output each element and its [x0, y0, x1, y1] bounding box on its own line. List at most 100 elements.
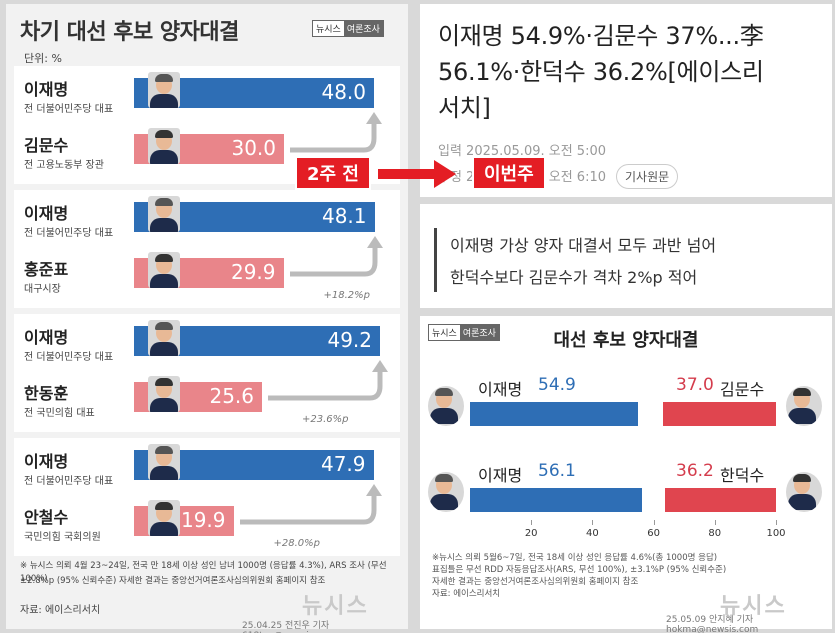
x-tick-label: 100 [766, 528, 786, 539]
right-candidate-a-name: 이재명 [478, 380, 523, 399]
gap-arrow-icon [268, 360, 388, 401]
right-candidate-b-photo-icon [786, 386, 822, 426]
left-chart-title: 차기 대선 후보 양자대결 [20, 20, 239, 45]
right-bar-candidate-b [665, 488, 776, 512]
candidate-a-title: 전 더불어민주당 대표 [24, 228, 114, 239]
x-tick-mark [531, 520, 533, 525]
matchup-group: 이재명 전 더불어민주당 대표 49.2 한동훈 전 국민의힘 대표 25.6 … [14, 314, 400, 432]
candidate-b-title: 국민의힘 국회의원 [24, 532, 101, 543]
right-candidate-b-name: 한덕수 [720, 466, 765, 485]
candidate-a-name: 이재명 [24, 452, 69, 471]
value-label-a: 47.9 [320, 452, 366, 476]
x-tick-mark [592, 520, 594, 525]
after-label: 이번주 [472, 156, 546, 190]
x-tick-label: 20 [524, 528, 538, 539]
x-tick-label: 80 [708, 528, 722, 539]
right-candidate-a-photo-icon [428, 472, 464, 512]
left-source: 자료: 에이스리서치 [20, 605, 101, 616]
gap-label: +28.0%p [273, 538, 321, 549]
candidate-a-name: 이재명 [24, 80, 69, 99]
candidate-b-name: 한동훈 [24, 384, 69, 403]
candidate-b-name: 안철수 [24, 508, 69, 527]
candidate-a-photo-icon [148, 196, 180, 232]
right-value-a: 56.1 [538, 461, 576, 481]
before-label: 2주 전 [295, 156, 371, 190]
candidate-a-title: 전 더불어민주당 대표 [24, 352, 114, 363]
candidate-b-name: 홍준표 [24, 260, 69, 279]
right-logo-text-b: 여론조사 [459, 325, 499, 340]
candidate-b-photo-icon [148, 376, 180, 412]
right-bar-candidate-b [662, 402, 776, 426]
candidate-a-photo-icon [148, 444, 180, 480]
candidate-a-name: 이재명 [24, 204, 69, 223]
article-header: 이재명 54.9%·김문수 37%...李 56.1%·한덕수 36.2%[에이… [420, 4, 832, 197]
newsis-poll-logo: 뉴시스 여론조사 [312, 20, 384, 37]
candidate-b-photo-icon [148, 128, 180, 164]
summary-line-1: 이재명 가상 양자 대결서 모두 과반 넘어 [450, 236, 717, 255]
right-value-a: 54.9 [538, 375, 576, 395]
matchup-group: 이재명 전 더불어민주당 대표 47.9 안철수 국민의힘 국회의원 19.9 … [14, 438, 400, 556]
unit-label: 단위: % [24, 52, 62, 65]
right-watermark: 뉴시스 [720, 594, 787, 619]
x-tick-mark [653, 520, 655, 525]
right-value-b: 36.2 [676, 461, 714, 481]
candidate-b-title: 대구시장 [24, 284, 61, 295]
right-bar-candidate-a [470, 402, 638, 426]
article-summary: 이재명 가상 양자 대결서 모두 과반 넘어 한덕수보다 김문수가 격차 2%p… [420, 204, 832, 308]
headline-line-1: 이재명 54.9%·김문수 37%...李 [438, 22, 764, 50]
gap-arrow-icon [289, 236, 383, 277]
article-headline[interactable]: 이재명 54.9%·김문수 37%...李 56.1%·한덕수 36.2%[에이… [438, 18, 830, 126]
right-candidate-a-name: 이재명 [478, 466, 523, 485]
value-label-a: 48.0 [321, 80, 366, 104]
x-tick-label: 40 [586, 528, 599, 539]
candidate-a-title: 전 더불어민주당 대표 [24, 104, 114, 115]
right-logo-text-a: 뉴시스 [429, 325, 460, 340]
value-label-b: 25.6 [209, 384, 254, 408]
summary-line-2: 한덕수보다 김문수가 격차 2%p 적어 [450, 268, 698, 287]
candidate-a-name: 이재명 [24, 328, 69, 347]
gap-label: +18.2%p [323, 290, 371, 301]
right-footnote: ※뉴시스 의뢰 5월6~7일, 전국 18세 이상 성인 응답률 4.6%(총 … [432, 552, 824, 600]
x-tick-label: 60 [647, 528, 660, 539]
headline-line-3: 서치] [438, 94, 491, 122]
summary-bar [434, 228, 437, 292]
value-label-b: 29.9 [230, 260, 276, 284]
left-footnote-2: ±2.8%p (95% 신뢰수준) 자세한 결과는 중앙선거여론조사심의위원회 … [20, 576, 326, 586]
gap-arrow-icon [239, 484, 382, 525]
right-candidate-b-photo-icon [786, 472, 822, 512]
right-credit: 25.05.09 안지혜 기자 hokma@newsis.com [666, 615, 759, 633]
left-infographic: 차기 대선 후보 양자대결 뉴시스 여론조사 단위: % 이재명 전 더불어민주… [6, 4, 408, 633]
value-label-a: 48.1 [321, 204, 367, 228]
right-candidate-b-name: 김문수 [720, 380, 765, 399]
candidate-a-photo-icon [148, 72, 180, 108]
right-source: 자료: 에이스리서치 [432, 589, 501, 599]
transition-arrow-icon [378, 160, 456, 188]
right-footnote-2: 표집틀은 무선 RDD 자동응답조사(ARS, 무선 100%), ±3.1%P… [432, 565, 727, 575]
right-value-b: 37.0 [676, 375, 714, 395]
right-chart-title: 대선 후보 양자대결 [553, 330, 699, 351]
meta-input-time: 입력 2025.05.09. 오전 5:00 [438, 144, 606, 159]
logo-text-b: 여론조사 [343, 21, 383, 36]
matchup-group: 이재명 전 더불어민주당 대표 48.1 홍준표 대구시장 29.9 +18.2… [14, 190, 400, 308]
right-candidate-a-photo-icon [428, 386, 464, 426]
right-poll-logo: 뉴시스 여론조사 [428, 324, 500, 341]
candidate-b-name: 김문수 [24, 136, 69, 155]
left-footnote-1: ※ 뉴시스 의뢰 4월 23~24일, 전국 만 18세 이상 성인 남녀 10… [20, 561, 387, 584]
left-credit: 25.04.25 전진우 기자 618tue@newsis.com [242, 621, 336, 633]
candidate-a-title: 전 더불어민주당 대표 [24, 476, 114, 487]
right-infographic: 뉴시스 여론조사 대선 후보 양자대결 이재명 54.9 37.0 김문수 이재… [420, 316, 832, 633]
value-label-b: 30.0 [231, 136, 276, 160]
logo-text-a: 뉴시스 [313, 21, 344, 36]
right-bar-candidate-a [470, 488, 642, 512]
candidate-a-photo-icon [148, 320, 180, 356]
candidate-b-photo-icon [148, 500, 180, 536]
matchup-group: 이재명 전 더불어민주당 대표 48.0 김문수 전 고용노동부 장관 30.0 [14, 66, 400, 184]
x-tick-mark [776, 520, 777, 525]
right-footnote-3: 자세한 결과는 중앙선거여론조사심의위원회 홈페이지 참조 [432, 577, 639, 587]
left-watermark: 뉴시스 [302, 594, 369, 619]
original-article-button[interactable]: 기사원문 [616, 164, 679, 189]
x-tick-mark [714, 520, 716, 525]
candidate-b-photo-icon [148, 252, 180, 288]
headline-line-2: 56.1%·한덕수 36.2%[에이스리 [438, 58, 764, 86]
